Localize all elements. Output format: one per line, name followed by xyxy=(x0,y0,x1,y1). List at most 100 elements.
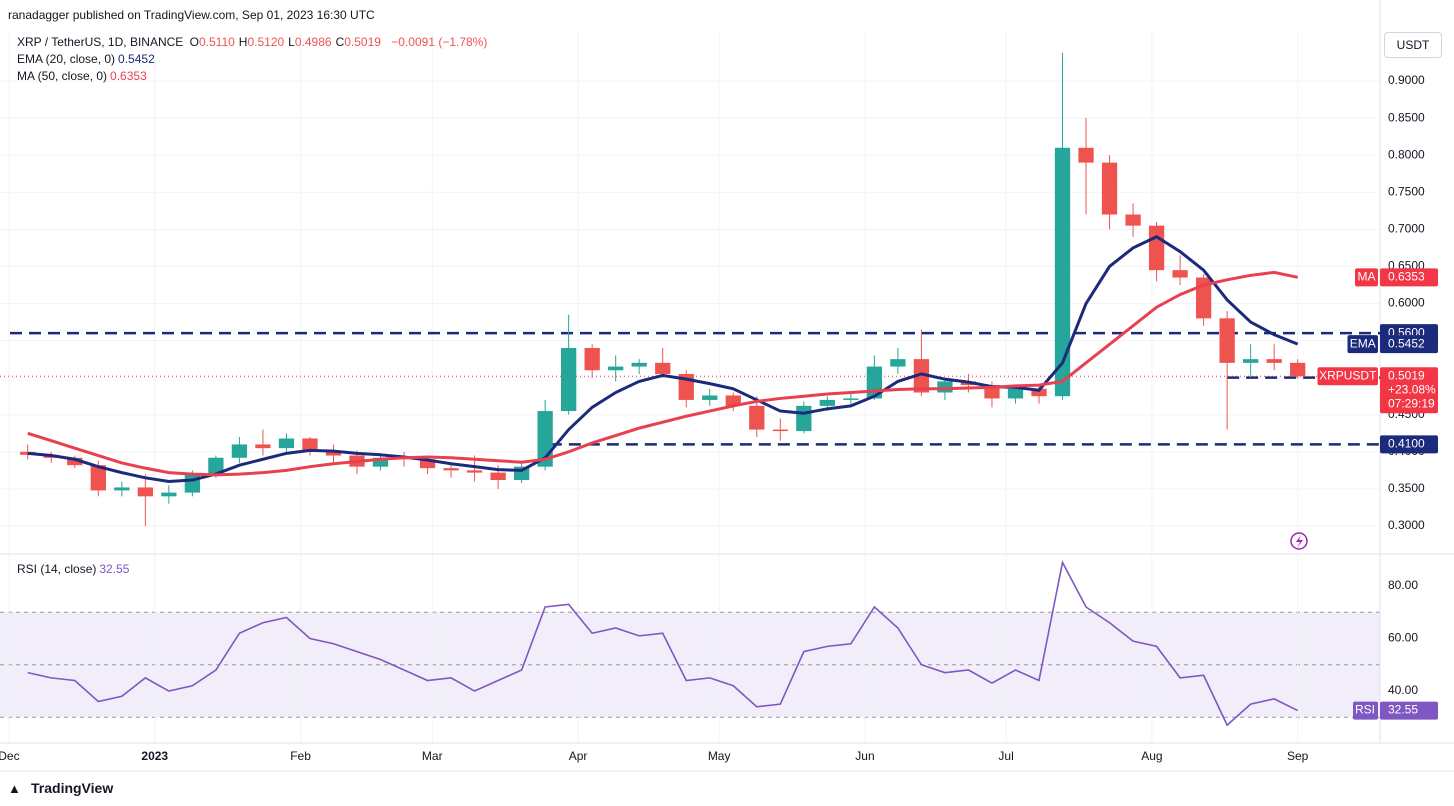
ma-legend: MA (50, close, 0) 0.6353 xyxy=(17,69,150,83)
candle-body xyxy=(890,359,906,367)
tag-box xyxy=(1353,701,1378,720)
footer-logo: ▲ TradingView xyxy=(8,780,116,796)
tag-value: 0.6353 xyxy=(1388,270,1425,284)
tag-box xyxy=(1380,701,1438,720)
tag-box xyxy=(1317,367,1378,386)
candle-body xyxy=(561,348,577,412)
candle-body xyxy=(325,451,342,456)
candle-body xyxy=(819,399,835,406)
y-tick-label: 0.8500 xyxy=(1388,110,1425,124)
candle-body xyxy=(725,395,741,406)
legend-value: 0.6353 xyxy=(110,69,147,83)
y-tick-label: 40.00 xyxy=(1388,683,1418,697)
candle-body xyxy=(1054,147,1071,397)
candle-body xyxy=(208,457,224,475)
currency-button[interactable]: USDT xyxy=(1384,32,1442,58)
y-tick-label: 0.3000 xyxy=(1388,518,1425,532)
ohlc-value: 0.5120 xyxy=(247,35,285,49)
x-tick-label: Jun xyxy=(855,749,874,763)
candle-body xyxy=(255,444,271,449)
rsi-line xyxy=(27,559,1299,727)
y-tick-label: 0.8000 xyxy=(1388,147,1425,161)
level-tag-label: 0.4100 xyxy=(1388,437,1425,451)
candle-body xyxy=(278,438,295,449)
legend-value: 32.55 xyxy=(99,562,130,576)
ohlc-label: C xyxy=(335,35,345,49)
indicator-line xyxy=(27,270,1299,477)
x-tick-label: Feb xyxy=(290,749,311,763)
x-tick-label: Jul xyxy=(998,749,1013,763)
ohlc-label: H xyxy=(238,35,248,49)
y-tick-label: 0.3500 xyxy=(1388,481,1425,495)
candle-body xyxy=(655,362,671,374)
candle-body xyxy=(1266,359,1282,363)
tag-box xyxy=(1355,268,1378,287)
tag-name: EMA xyxy=(1350,336,1376,350)
candle-body xyxy=(631,362,647,367)
legend-name: RSI (14, close) xyxy=(17,562,97,576)
candle-body xyxy=(584,348,600,371)
candle-body xyxy=(772,429,788,432)
tag-value: 32.55 xyxy=(1388,703,1418,717)
candle-body xyxy=(302,438,318,452)
y-tick-label: 80.00 xyxy=(1388,578,1418,592)
candle-body xyxy=(419,459,436,469)
tag-box xyxy=(1380,367,1438,414)
candle-body xyxy=(1125,214,1141,226)
ohlc-label: L xyxy=(288,35,295,49)
ema-legend: EMA (20, close, 0) 0.5452 xyxy=(17,52,158,66)
ohlc-value: 0.4986 xyxy=(294,35,332,49)
candle-body xyxy=(1243,359,1259,363)
events-icon xyxy=(1290,532,1308,550)
y-tick-label: 60.00 xyxy=(1388,631,1418,645)
ohlc-label: O xyxy=(189,35,199,49)
candle-body xyxy=(1219,318,1235,363)
legend-value: 0.5452 xyxy=(118,52,155,66)
tag-name: RSI xyxy=(1355,703,1375,717)
symbol: XRP / TetherUS, 1D, BINANCE xyxy=(17,35,184,49)
ohlc-value: 0.5019 xyxy=(344,35,381,49)
candle-body xyxy=(796,405,812,432)
candle-body xyxy=(466,470,483,473)
rsi-legend: RSI (14, close) 32.55 xyxy=(17,562,132,576)
indicator-line xyxy=(27,235,1299,484)
tag-box xyxy=(1347,335,1378,354)
ohlc-value: 0.5110 xyxy=(198,35,235,49)
candle-body xyxy=(372,457,389,467)
tag-detail: 07:29:19 xyxy=(1388,396,1435,410)
y-tick-label: 0.6000 xyxy=(1388,296,1425,310)
x-tick-label: May xyxy=(708,749,731,763)
candle-body xyxy=(1101,162,1118,215)
candle-body xyxy=(702,395,718,400)
y-tick-label: 0.7500 xyxy=(1388,184,1425,198)
tag-detail: +23.08% xyxy=(1388,382,1436,396)
candle-body xyxy=(937,381,953,393)
x-tick-label: Sep xyxy=(1287,749,1309,763)
candle-body xyxy=(161,492,177,497)
x-tick-label: Apr xyxy=(569,749,588,763)
change: −0.0091 (−1.78%) xyxy=(391,35,488,49)
candle-body xyxy=(443,468,459,471)
legend-name: EMA (20, close, 0) xyxy=(17,52,116,66)
tag-value: 0.5452 xyxy=(1388,336,1425,350)
legend-name: MA (50, close, 0) xyxy=(17,69,108,83)
candle-body xyxy=(490,472,506,481)
candle-body xyxy=(1007,388,1024,399)
tag-value: 0.5019 xyxy=(1388,368,1425,382)
candle-body xyxy=(913,359,930,393)
tag-box xyxy=(1380,335,1438,354)
candle-body xyxy=(1172,270,1188,278)
y-tick-label: 0.9000 xyxy=(1388,73,1425,87)
level-tag xyxy=(1380,435,1438,454)
candle-body xyxy=(114,487,130,491)
candle-body xyxy=(1078,147,1094,163)
candle-body xyxy=(137,487,153,497)
tag-box xyxy=(1380,268,1438,287)
candle-body xyxy=(843,398,859,400)
candle-body xyxy=(1290,362,1306,377)
symbol-legend: XRP / TetherUS, 1D, BINANCE O0.5110 H0.51… xyxy=(17,35,490,49)
candle-body xyxy=(608,366,624,371)
candle-body xyxy=(749,405,765,430)
candle-body xyxy=(231,444,248,458)
